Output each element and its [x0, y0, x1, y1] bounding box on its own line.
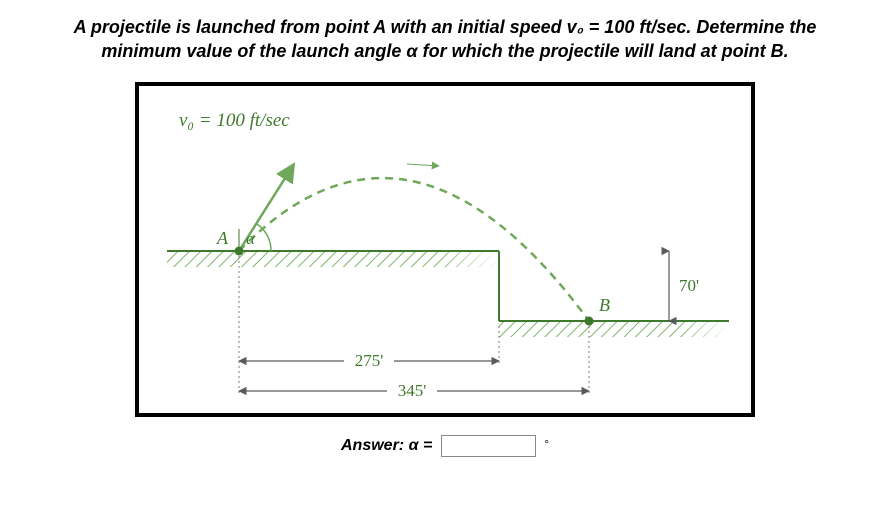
lower-ground-fade: [679, 321, 729, 337]
problem-statement: A projectile is launched from point A wi…: [10, 15, 880, 64]
diagram-svg: v₀ = 100 ft/sec A α B 70' 275' 345': [139, 86, 751, 413]
alpha-label: α: [246, 229, 256, 248]
a-label: A: [216, 228, 229, 248]
dim-70-label: 70': [679, 276, 699, 295]
b-label: B: [599, 295, 610, 315]
v0-sym: v: [567, 17, 577, 37]
problem-line2: minimum value of the launch angle α for …: [101, 41, 788, 61]
answer-label: Answer: α =: [341, 437, 432, 454]
v0-label: v₀ = 100 ft/sec: [179, 110, 290, 131]
v0-sub: ₀: [577, 17, 584, 37]
point-a-ref: A: [373, 17, 385, 37]
txt: for which the projectile will land at po…: [418, 41, 771, 61]
txt: minimum value of the launch angle: [101, 41, 406, 61]
figure-frame: v₀ = 100 ft/sec A α B 70' 275' 345': [135, 82, 755, 417]
answer-input[interactable]: [441, 435, 536, 457]
trajectory-arrow: [407, 164, 439, 166]
point-b-dot: [585, 316, 594, 325]
point-b-ref: B.: [771, 41, 789, 61]
dim-275-label: 275': [355, 351, 384, 370]
answer-unit: °: [544, 437, 549, 451]
alpha-sym: α: [406, 41, 417, 61]
txt: = 100 ft/sec. Determine the: [584, 17, 817, 37]
trajectory-arc: [239, 178, 589, 321]
answer-row: Answer: α = °: [10, 435, 880, 457]
txt: A projectile is launched from point: [74, 17, 374, 37]
txt: with an initial speed: [386, 17, 567, 37]
dim-345-label: 345': [398, 381, 427, 400]
problem-line1: A projectile is launched from point A wi…: [74, 17, 817, 37]
upper-ground-fade: [439, 251, 499, 267]
